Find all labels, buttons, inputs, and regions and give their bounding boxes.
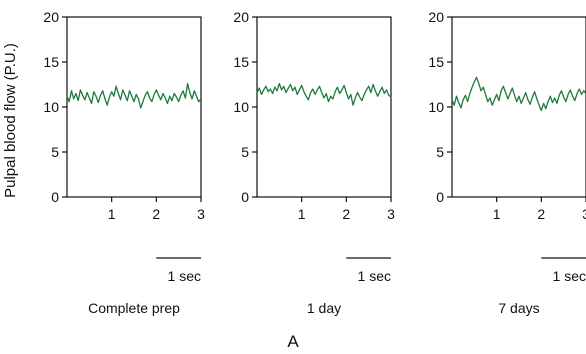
x-tick-label-2-3: 3: [387, 206, 395, 222]
plot-frame-1: [66, 16, 202, 198]
panel-title-3: 7 days: [498, 300, 539, 316]
y-tick-label-2-15: 15: [233, 54, 249, 70]
y-tick-label-2-5: 5: [241, 144, 249, 160]
panel-title-1: Complete prep: [88, 300, 180, 316]
y-tick-label-2-10: 10: [233, 99, 249, 115]
scale-bar-label-2: 1 sec: [358, 268, 391, 284]
x-tick-label-1-2: 2: [152, 206, 160, 222]
x-tick-label-2-1: 1: [298, 206, 306, 222]
scale-bar-label-1: 1 sec: [168, 268, 201, 284]
y-axis-label-container: Pulpal blood flow (P.U.): [0, 0, 22, 240]
y-tick-label-3-5: 5: [436, 144, 444, 160]
y-tick-label-1-5: 5: [51, 144, 59, 160]
y-tick-label-1-10: 10: [43, 99, 59, 115]
blood-flow-trace-2: [256, 82, 392, 106]
y-axis-label: Pulpal blood flow (P.U.): [1, 42, 19, 198]
x-tick-label-3-2: 2: [537, 206, 545, 222]
x-tick-label-1-1: 1: [108, 206, 116, 222]
figure-label: A: [287, 332, 299, 351]
y-tick-label-3-15: 15: [428, 54, 444, 70]
blood-flow-trace-3: [451, 76, 586, 112]
y-tick-label-1-0: 0: [51, 189, 59, 205]
y-tick-label-2-20: 20: [233, 9, 249, 25]
y-tick-label-2-0: 0: [241, 189, 249, 205]
y-tick-label-1-15: 15: [43, 54, 59, 70]
y-tick-label-3-10: 10: [428, 99, 444, 115]
y-tick-label-3-20: 20: [428, 9, 444, 25]
x-tick-label-1-3: 3: [197, 206, 205, 222]
blood-flow-trace-1: [66, 82, 202, 109]
y-tick-label-3-0: 0: [436, 189, 444, 205]
scale-bar-label-3: 1 sec: [553, 268, 586, 284]
panel-title-2: 1 day: [307, 300, 341, 316]
x-tick-label-3-3: 3: [582, 206, 586, 222]
plot-frame-2: [256, 16, 392, 198]
x-tick-label-2-2: 2: [342, 206, 350, 222]
plot-frame-3: [451, 16, 586, 198]
x-tick-label-3-1: 1: [493, 206, 501, 222]
y-tick-label-1-20: 20: [43, 9, 59, 25]
